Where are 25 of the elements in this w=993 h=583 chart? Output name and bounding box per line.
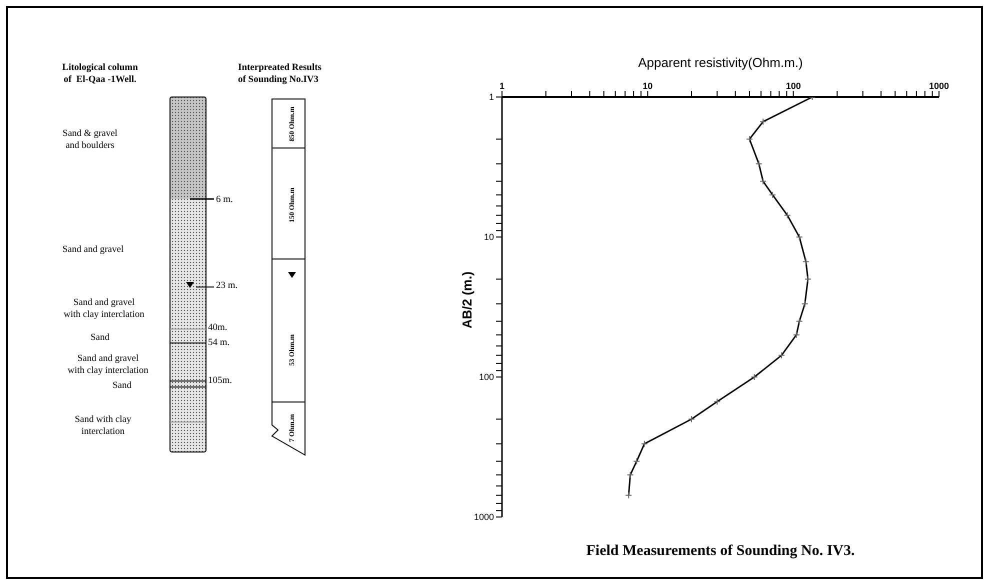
y-tick-label: 1000 xyxy=(474,512,494,522)
text: Sand xyxy=(112,380,132,392)
text: Sand and gravel with clay interclation xyxy=(64,297,144,321)
text: Litological column of El-Qaa -1Well. xyxy=(62,62,138,86)
x-tick-label: 1 xyxy=(499,81,505,91)
text: 105m. xyxy=(208,375,232,387)
text: 54 m. xyxy=(208,337,230,349)
text: Sand and gravel xyxy=(62,244,124,256)
y-tick-label: 10 xyxy=(484,232,494,242)
text: 40m. xyxy=(208,322,228,334)
text: Interpreated Results of Sounding No.IV3 xyxy=(238,62,322,86)
text: Sand & gravel and boulders xyxy=(62,128,118,152)
text: Sand and gravel with clay interclation xyxy=(68,353,148,377)
x-tick-label: 10 xyxy=(642,81,653,91)
text: Sand with clay interclation xyxy=(74,414,132,438)
text: 23 m. xyxy=(216,280,238,292)
x-tick-label: 100 xyxy=(786,81,801,91)
x-axis-title: Apparent resistivity(Ohm.m.) xyxy=(637,55,804,70)
text: Sand xyxy=(90,332,110,344)
y-tick-label: 100 xyxy=(478,372,494,382)
text: 6 m. xyxy=(216,194,233,206)
x-tick-label: 1000 xyxy=(928,81,950,91)
y-tick-label: 1 xyxy=(488,92,494,102)
text: Field Measurements of Sounding No. IV3. xyxy=(585,543,856,560)
y-axis-title: AB/2 (m.) xyxy=(460,271,474,329)
